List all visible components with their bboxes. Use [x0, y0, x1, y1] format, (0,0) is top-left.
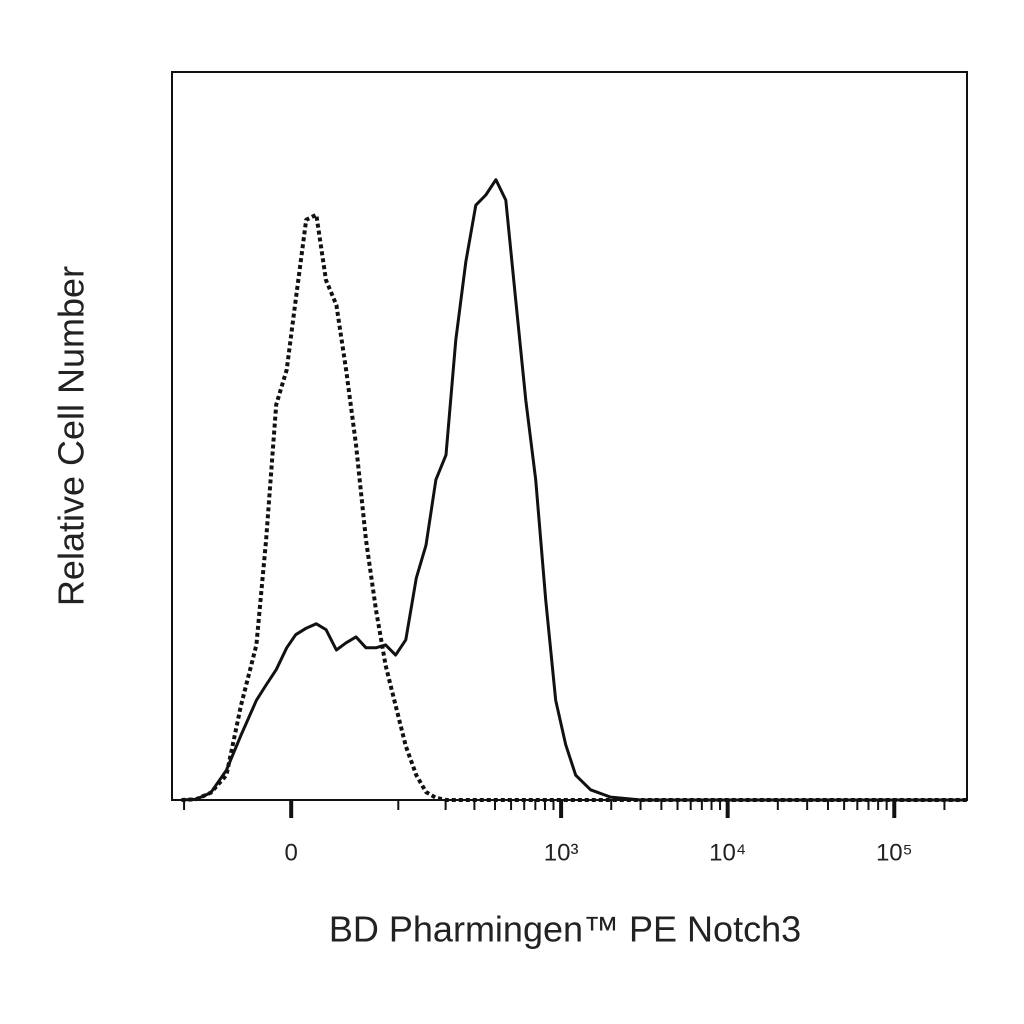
x-tick-label: 10⁵ — [876, 839, 913, 866]
x-axis-label: BD Pharmingen™ PE Notch3 — [329, 909, 801, 950]
plot-frame — [171, 71, 968, 801]
x-tick-label: 10⁴ — [709, 839, 746, 866]
histogram-line — [181, 178, 967, 802]
x-tick-label: 0 — [285, 839, 298, 866]
x-tick-label: 10³ — [544, 839, 579, 866]
y-axis-label: Relative Cell Number — [51, 266, 92, 606]
histogram-line — [181, 212, 967, 802]
